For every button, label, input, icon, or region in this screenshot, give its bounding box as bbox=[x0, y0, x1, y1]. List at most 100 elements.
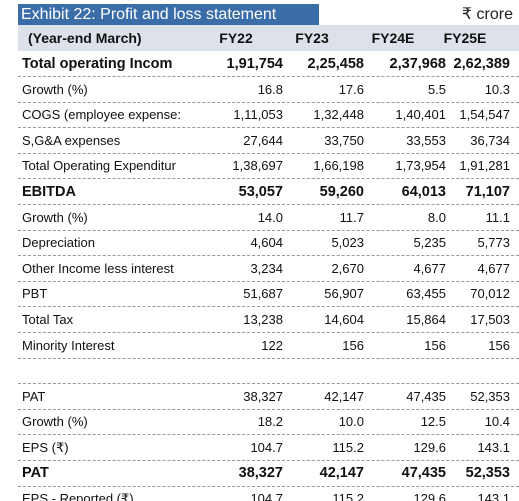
cell-value: 59,260 bbox=[319, 183, 364, 200]
row-label: Minority Interest bbox=[22, 337, 115, 353]
cell-value: 156 bbox=[488, 337, 510, 353]
cell-value: 156 bbox=[342, 337, 364, 353]
cell-value: 1,11,053 bbox=[233, 107, 283, 123]
column-header: FY24E bbox=[371, 30, 415, 46]
column-header: FY23 bbox=[295, 30, 329, 46]
cell-value: 56,907 bbox=[324, 286, 364, 302]
table-row: Total Operating Expenditur 1,38,697 1,66,1… bbox=[18, 153, 519, 180]
cell-value: 5,023 bbox=[331, 235, 364, 251]
cell-value: 12.5 bbox=[420, 414, 446, 430]
cell-value: 63,455 bbox=[406, 286, 446, 302]
cell-value: 1,54,547 bbox=[459, 107, 510, 123]
row-label: Total operating Incom bbox=[22, 55, 173, 72]
cell-value: 5,773 bbox=[477, 235, 510, 251]
cell-value: 115.2 bbox=[332, 491, 364, 501]
cell-value: 1,91,281 bbox=[459, 158, 510, 174]
table-row: Growth (%) 14.0 11.7 8.0 11.1 bbox=[18, 205, 519, 231]
cell-value: 51,687 bbox=[243, 286, 283, 302]
column-header: FY22 bbox=[219, 30, 253, 46]
cell-value: 4,677 bbox=[477, 260, 510, 276]
cell-value: 104.7 bbox=[250, 491, 283, 501]
cell-value: 4,677 bbox=[413, 260, 446, 276]
table-row: PBT 51,687 56,907 63,455 70,012 bbox=[18, 281, 519, 308]
row-label: EPS - Reported (₹) bbox=[22, 490, 134, 501]
cell-value: 1,91,754 bbox=[226, 55, 283, 72]
cell-value: 11.7 bbox=[339, 209, 364, 225]
cell-value: 8.0 bbox=[427, 209, 446, 225]
cell-value: 14,604 bbox=[324, 312, 364, 327]
column-header: (Year-end March) bbox=[28, 30, 142, 46]
cell-value: 38,327 bbox=[238, 465, 283, 482]
table-row: S,G&A expenses 27,644 33,750 33,553 36,734 bbox=[18, 128, 519, 154]
table-row: Growth (%) 16.8 17.6 5.5 10.3 bbox=[18, 77, 519, 103]
cell-value: 38,327 bbox=[243, 388, 283, 404]
cell-value: 156 bbox=[424, 337, 446, 353]
cell-value: 42,147 bbox=[319, 465, 364, 482]
row-label: EPS (₹) bbox=[22, 439, 69, 455]
cell-value: 1,32,448 bbox=[313, 107, 364, 123]
cell-value: 2,670 bbox=[331, 260, 364, 276]
table-row: Depreciation 4,604 5,023 5,235 5,773 bbox=[18, 230, 519, 257]
table-row: Minority Interest 122 156 156 156 bbox=[18, 333, 519, 359]
cell-value: 47,435 bbox=[406, 388, 446, 404]
table-row: COGS (employee expense: 1,11,053 1,32,448 1… bbox=[18, 102, 519, 129]
cell-value: 1,66,198 bbox=[313, 158, 364, 174]
table-row: EPS - Reported (₹) 104.7 115.2 129.6 143.1 bbox=[18, 486, 519, 501]
cell-value: 5,235 bbox=[413, 235, 446, 251]
row-label: Total Operating Expenditur bbox=[22, 158, 176, 174]
cell-value: 1,40,401 bbox=[395, 107, 446, 123]
row-label: PBT bbox=[22, 286, 48, 302]
cell-value: 13,238 bbox=[243, 312, 283, 327]
cell-value: 17,503 bbox=[470, 312, 510, 327]
table-row: Other Income less interest 3,234 2,670 4,67… bbox=[18, 256, 519, 282]
cell-value: 16.8 bbox=[257, 81, 283, 97]
table-row: EPS (₹) 104.7 115.2 129.6 143.1 bbox=[18, 435, 519, 461]
cell-value: 10.4 bbox=[484, 414, 510, 430]
cell-value: 42,147 bbox=[324, 388, 364, 404]
cell-value: 70,012 bbox=[470, 286, 510, 302]
cell-value: 10.0 bbox=[338, 414, 364, 430]
cell-value: 1,38,697 bbox=[232, 158, 283, 174]
cell-value: 104.7 bbox=[250, 440, 283, 455]
row-label: Other Income less interest bbox=[22, 260, 174, 276]
row-label: COGS (employee expense: bbox=[22, 107, 181, 123]
table-row: Total operating Incom 1,91,754 2,25,458 2,3… bbox=[18, 51, 519, 77]
row-label: S,G&A expenses bbox=[22, 132, 121, 148]
row-label: PAT bbox=[22, 388, 46, 404]
cell-value: 52,353 bbox=[465, 465, 510, 482]
row-label: Growth (%) bbox=[22, 209, 88, 225]
cell-value: 64,013 bbox=[401, 183, 446, 200]
cell-value: 2,62,389 bbox=[453, 55, 510, 72]
cell-value: 33,553 bbox=[406, 132, 446, 148]
cell-value: 5.5 bbox=[427, 81, 446, 97]
header-row: (Year-end March) FY22 FY23 FY24E FY25E bbox=[18, 25, 519, 51]
cell-value: 18.2 bbox=[257, 414, 283, 430]
table-row: EBITDA 53,057 59,260 64,013 71,107 bbox=[18, 179, 519, 205]
cell-value: 122 bbox=[261, 337, 283, 353]
cell-value: 143.1 bbox=[477, 491, 510, 501]
cell-value: 14.0 bbox=[257, 209, 283, 225]
table-row: Total Tax 13,238 14,604 15,864 17,503 bbox=[18, 307, 519, 333]
row-label: EBITDA bbox=[22, 183, 76, 200]
cell-value: 129.6 bbox=[413, 491, 446, 501]
cell-value: 129.6 bbox=[413, 440, 446, 455]
row-label: Total Tax bbox=[22, 312, 74, 327]
cell-value: 11.1 bbox=[485, 209, 510, 225]
cell-value: 4,604 bbox=[250, 235, 283, 251]
cell-value: 71,107 bbox=[465, 183, 510, 200]
cell-value: 2,37,968 bbox=[389, 55, 446, 72]
table-row: Growth (%) 18.2 10.0 12.5 10.4 bbox=[18, 409, 519, 436]
cell-value: 10.3 bbox=[484, 81, 510, 97]
cell-value: 115.2 bbox=[332, 440, 364, 455]
cell-value: 47,435 bbox=[401, 465, 446, 482]
cell-value: 36,734 bbox=[470, 132, 510, 148]
cell-value: 33,750 bbox=[324, 132, 364, 148]
table-row: PAT 38,327 42,147 47,435 52,353 bbox=[18, 384, 519, 410]
row-label: Growth (%) bbox=[22, 414, 88, 430]
cell-value: 143.1 bbox=[477, 440, 510, 455]
unit-label: ₹ crore bbox=[461, 6, 513, 23]
exhibit-title: Exhibit 22: Profit and loss statement bbox=[18, 4, 319, 25]
cell-value: 3,234 bbox=[250, 260, 283, 276]
row-label: Growth (%) bbox=[22, 81, 88, 97]
